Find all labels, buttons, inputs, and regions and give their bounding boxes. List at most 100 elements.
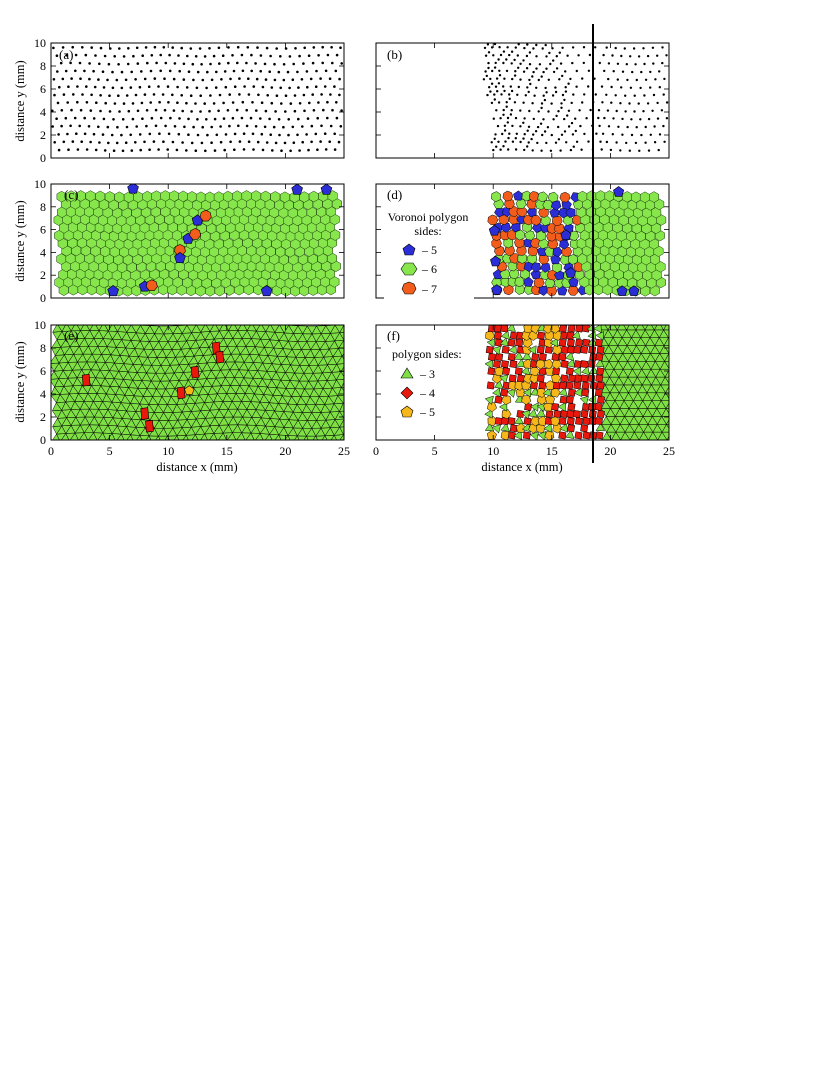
- particle-point: [126, 62, 130, 66]
- quadrilateral: [551, 402, 560, 411]
- delaunay-triangle: [680, 409, 689, 417]
- particle-point: [231, 101, 235, 104]
- particle-point: [129, 133, 132, 137]
- particle-point: [296, 133, 299, 137]
- particle-point: [173, 62, 177, 65]
- voronoi-hexagon: [499, 269, 511, 280]
- particle-point: [116, 125, 119, 129]
- particle-point: [309, 77, 313, 81]
- particle-point: [541, 133, 544, 137]
- voronoi-pentagon: [613, 186, 625, 197]
- particle-point: [532, 70, 535, 74]
- voronoi-pentagon: [628, 285, 640, 296]
- particle-point: [519, 62, 522, 65]
- particle-point: [517, 43, 520, 46]
- quadrilateral: [140, 407, 150, 420]
- particle-point: [305, 133, 308, 136]
- particle-point: [540, 75, 543, 78]
- particle-point: [310, 124, 314, 128]
- particle-point: [57, 148, 61, 152]
- legend-f-title: polygon sides:: [392, 347, 462, 361]
- particle-point: [106, 125, 110, 129]
- particle-point: [523, 148, 526, 152]
- quadrilateral: [575, 338, 584, 347]
- voronoi-hexagon: [607, 276, 618, 288]
- particle-point: [316, 116, 320, 120]
- quadrilateral: [509, 424, 518, 433]
- particle-point: [665, 54, 668, 57]
- particle-point: [227, 46, 230, 49]
- delaunay-triangle: [340, 371, 344, 378]
- particle-point: [617, 125, 620, 128]
- particle-point: [558, 78, 561, 81]
- voronoi-heptagon: [504, 245, 516, 256]
- voronoi-heptagon: [559, 191, 571, 203]
- particle-point: [504, 140, 507, 143]
- particle-point: [92, 69, 95, 73]
- panel-label-b: (b): [387, 47, 402, 62]
- quadrilateral: [538, 353, 547, 361]
- particle-point: [106, 78, 109, 82]
- particle-point: [265, 141, 269, 144]
- quadrilateral: [545, 410, 554, 418]
- particle-point: [585, 117, 588, 120]
- particle-point: [186, 54, 189, 58]
- particle-point: [143, 77, 147, 81]
- quadrilateral: [190, 365, 200, 379]
- quadrilateral: [523, 417, 532, 426]
- legend-d-hexagon-marker: [400, 262, 418, 276]
- particle-point: [158, 100, 161, 104]
- particle-point: [649, 70, 652, 74]
- particle-point: [531, 102, 534, 105]
- particle-point: [219, 140, 223, 144]
- panel-frame-a: [50, 42, 345, 159]
- particle-point: [124, 78, 128, 82]
- particle-point: [85, 101, 89, 104]
- delaunay-triangle: [339, 402, 344, 412]
- particle-point: [88, 62, 91, 65]
- particle-point: [497, 140, 500, 143]
- voronoi-hexagon: [85, 190, 96, 202]
- triangle: [564, 351, 575, 361]
- particle-point: [615, 141, 618, 144]
- particle-point: [172, 77, 176, 81]
- particle-point: [171, 93, 174, 97]
- voronoi-hexagon: [160, 190, 171, 202]
- particle-point: [662, 124, 665, 128]
- particle-point: [218, 62, 221, 65]
- particle-point: [270, 86, 274, 89]
- particle-point: [660, 109, 664, 112]
- particle-point: [503, 129, 507, 132]
- triangle: [521, 365, 531, 376]
- particle-point: [293, 94, 297, 97]
- delaunay-triangle: [343, 433, 344, 435]
- particle-point: [317, 101, 320, 104]
- quadrilateral: [514, 367, 523, 376]
- particle-point: [247, 93, 251, 96]
- particle-point: [254, 109, 258, 112]
- particle-point: [615, 109, 618, 113]
- quadrilateral: [560, 374, 569, 383]
- particle-point: [182, 78, 186, 81]
- particle-point: [500, 93, 503, 96]
- particle-point: [83, 116, 86, 120]
- particle-point: [191, 62, 195, 66]
- particle-point: [127, 47, 130, 50]
- voronoi-heptagon: [516, 245, 527, 256]
- particle-point: [644, 125, 647, 129]
- particle-point: [278, 133, 281, 137]
- particle-point: [203, 55, 207, 58]
- voronoi-heptagon: [538, 253, 550, 265]
- particle-point: [338, 93, 341, 97]
- particle-point: [644, 78, 648, 82]
- particle-point: [167, 101, 170, 104]
- particle-point: [496, 90, 499, 93]
- particle-point: [561, 46, 564, 49]
- particle-point: [249, 116, 253, 120]
- delaunay-triangle: [670, 361, 679, 369]
- particle-point: [335, 53, 339, 57]
- panel-label-a: (a): [59, 47, 73, 62]
- quadrilateral: [507, 353, 516, 361]
- pentagon: [516, 422, 527, 433]
- particle-point: [84, 53, 88, 57]
